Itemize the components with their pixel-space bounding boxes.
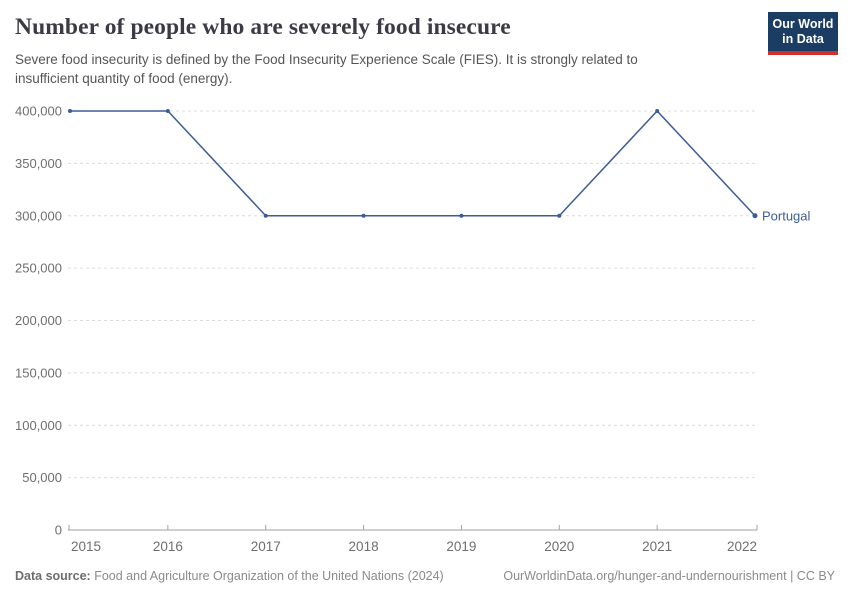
x-axis-tick-label: 2019	[446, 539, 476, 554]
x-axis-tick-label: 2017	[251, 539, 281, 554]
data-point-marker[interactable]	[557, 213, 562, 218]
owid-link-text[interactable]: OurWorldinData.org/hunger-and-undernouri…	[503, 569, 835, 583]
x-axis-tick-label: 2016	[153, 539, 183, 554]
owid-link[interactable]: OurWorldinData.org/hunger-and-undernouri…	[503, 569, 835, 583]
y-axis-tick-label: 350,000	[15, 156, 62, 171]
data-source-text: Food and Agriculture Organization of the…	[90, 569, 444, 583]
chart-subtitle: Severe food insecurity is defined by the…	[15, 50, 755, 88]
chart-footer: Data source: Food and Agriculture Organi…	[15, 569, 835, 583]
x-axis-tick-label: 2021	[642, 539, 672, 554]
data-point-marker[interactable]	[752, 213, 758, 219]
data-point-marker[interactable]	[459, 213, 464, 218]
series-end-label[interactable]: Portugal	[762, 208, 811, 223]
series-line[interactable]	[70, 109, 756, 217]
data-point-marker[interactable]	[655, 109, 660, 113]
owid-logo-line1: Our World	[772, 17, 834, 31]
chart-title: Number of people who are severely food i…	[15, 14, 511, 40]
y-axis-tick-label: 400,000	[15, 104, 62, 119]
chart-header: Number of people who are severely food i…	[15, 14, 755, 88]
owid-logo[interactable]: Our World in Data	[768, 12, 838, 55]
x-axis-tick-label: 2020	[544, 539, 574, 554]
y-axis-tick-label: 50,000	[22, 470, 62, 485]
x-axis-tick-label: 2015	[71, 539, 101, 554]
y-axis-tick-label: 250,000	[15, 261, 62, 276]
y-axis-tick-label: 0	[55, 523, 62, 538]
data-point-marker[interactable]	[68, 109, 72, 113]
data-point-marker[interactable]	[263, 213, 268, 218]
chart-subtitle-line2: insufficient quantity of food (energy).	[15, 71, 233, 87]
y-axis-tick-label: 150,000	[15, 365, 62, 380]
y-axis-tick-label: 300,000	[15, 208, 62, 223]
data-point-marker[interactable]	[165, 109, 170, 113]
data-source-note: Data source: Food and Agriculture Organi…	[15, 569, 444, 583]
line-chart[interactable]: 0 50,000 100,000 150,000 200,000 250,000 300,0…	[0, 95, 850, 560]
data-source-label: Data source:	[15, 569, 91, 583]
y-axis-tick-label: 200,000	[15, 313, 62, 328]
y-axis-tick-label: 100,000	[15, 418, 62, 433]
owid-logo-line2: in Data	[782, 32, 824, 46]
chart-subtitle-line1: Severe food insecurity is defined by the…	[15, 52, 638, 67]
data-point-marker[interactable]	[361, 213, 366, 218]
x-axis-tick-label: 2018	[349, 539, 379, 554]
x-axis-tick-label: 2022	[727, 539, 757, 554]
